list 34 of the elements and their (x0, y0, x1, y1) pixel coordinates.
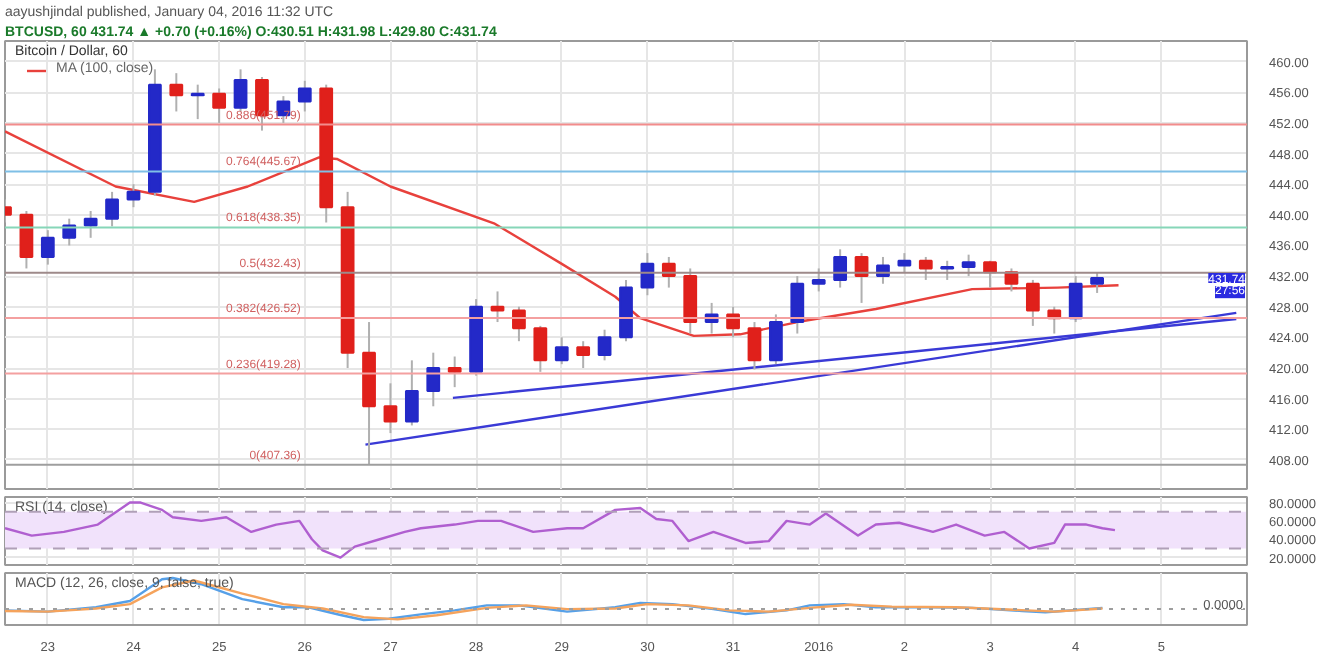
candlestick (897, 252, 912, 274)
candlestick (383, 382, 398, 435)
candlestick (769, 313, 783, 366)
candlestick (19, 210, 34, 270)
candlestick (490, 290, 505, 324)
candlestick (747, 321, 762, 371)
candlestick (940, 259, 955, 281)
candlestick (40, 229, 55, 266)
candlestick (983, 259, 997, 289)
candlestick (447, 355, 462, 389)
candlestick (811, 267, 826, 293)
candlestick (533, 324, 548, 373)
candlestick (212, 87, 227, 124)
candlestick (126, 183, 141, 209)
candlestick (233, 68, 248, 113)
candlestick (297, 79, 312, 113)
line-series (5, 501, 1117, 559)
candlestick (683, 267, 698, 335)
candlestick (83, 210, 98, 239)
candlestick (169, 72, 184, 113)
candlestick (597, 328, 612, 362)
candlestick (576, 340, 591, 369)
candlestick (426, 351, 441, 408)
candlestick (961, 253, 976, 278)
candlestick (918, 255, 933, 281)
candlestick (833, 248, 848, 289)
line-series (5, 130, 1120, 338)
candlestick (790, 275, 805, 335)
candlestick (404, 359, 419, 427)
candlestick (1025, 278, 1040, 327)
candlestick (554, 336, 569, 366)
candlestick (1090, 271, 1104, 294)
candlestick (1068, 275, 1083, 324)
candlestick (105, 190, 119, 228)
